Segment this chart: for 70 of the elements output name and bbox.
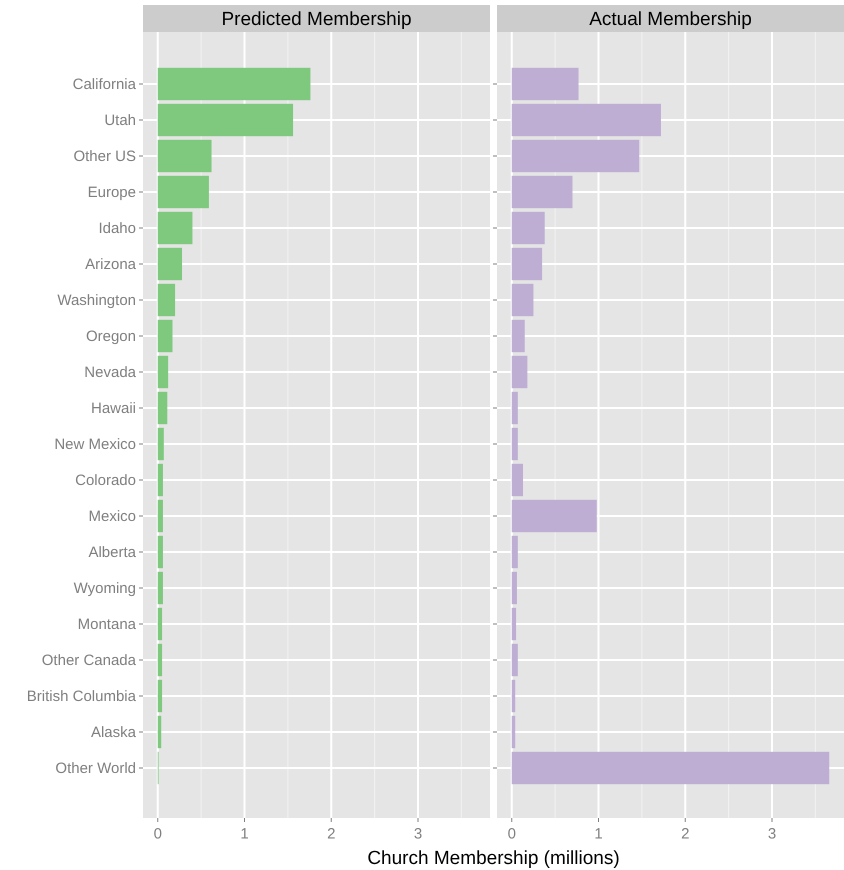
y-tick-label: Oregon [86,328,136,345]
x-tick-label: 3 [414,826,422,842]
y-tick-label: Other US [73,148,136,165]
bar [512,68,579,100]
y-tick-label: Alaska [90,724,137,741]
bar [158,104,294,136]
x-tick-label: 1 [594,826,603,842]
bar [512,284,534,316]
chart-title: Actual Membership [589,9,752,30]
y-tick-label: Utah [104,112,136,129]
y-tick-label: Montana [78,616,137,633]
bar [158,572,163,604]
bar [158,536,163,568]
bar [158,68,310,100]
bar [158,464,163,496]
y-tick-label: Other World [55,760,136,777]
bar [158,356,168,388]
bar [512,572,517,604]
x-tick-label: 1 [240,826,249,842]
bar [512,392,518,424]
y-tick-label: Washington [57,292,136,309]
y-tick-label: Colorado [75,472,136,489]
bar [512,680,516,712]
bar [512,176,572,208]
y-tick-label: Europe [88,184,136,201]
x-tick-label: 2 [327,826,336,842]
bar [512,536,518,568]
x-tick-label: 0 [154,826,162,842]
y-tick-label: Nevada [84,364,137,381]
bar [158,500,163,532]
bar [158,212,192,244]
bar [512,644,518,676]
bar [158,716,162,748]
bar [512,716,516,748]
bar [512,500,597,532]
x-tick-label: 2 [681,826,690,842]
bar [158,428,164,460]
bar [512,248,542,280]
bar [158,392,168,424]
y-tick-label: Idaho [98,220,136,237]
y-tick-label: California [72,76,137,93]
bar [158,608,162,640]
y-tick-label: Alberta [88,544,137,561]
bar [158,680,162,712]
bar [512,140,640,172]
x-axis-title: Church Membership (millions) [367,848,620,869]
chart-title: Predicted Membership [221,9,412,30]
y-tick-label: British Columbia [26,688,137,705]
y-tick-label: Hawaii [90,400,136,417]
bar [512,212,545,244]
bar [158,140,212,172]
bar [512,428,518,460]
x-tick-label: 0 [508,826,516,842]
bar [512,320,525,352]
y-tick-label: Mexico [88,508,136,525]
bar [158,644,162,676]
bar [512,608,516,640]
x-tick-label: 3 [768,826,776,842]
bar [512,752,830,784]
y-tick-label: New Mexico [54,436,136,453]
bar [512,104,661,136]
bar [512,464,524,496]
bar [158,284,176,316]
bar [158,176,209,208]
bar [158,248,182,280]
y-tick-label: Other Canada [42,652,137,669]
y-tick-label: Arizona [85,256,137,273]
bar [158,320,172,352]
y-tick-label: Wyoming [74,580,136,597]
bar [512,356,528,388]
